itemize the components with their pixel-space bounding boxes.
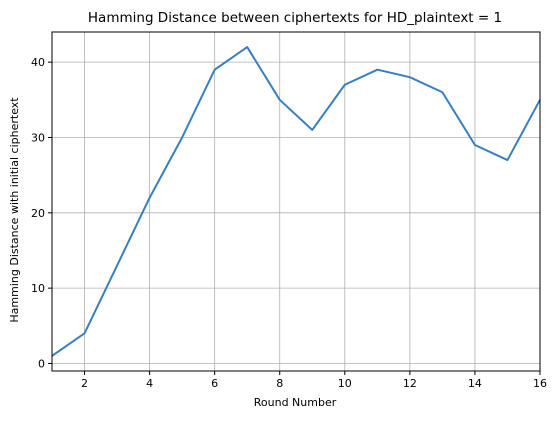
y-tick-label: 0 (38, 357, 45, 370)
x-tick-label: 2 (81, 377, 88, 390)
x-axis-label: Round Number (254, 396, 337, 409)
x-tick-label: 16 (533, 377, 547, 390)
x-tick-label: 4 (146, 377, 153, 390)
y-tick-label: 30 (31, 131, 45, 144)
x-tick-label: 8 (276, 377, 283, 390)
x-tick-label: 14 (468, 377, 482, 390)
y-axis-label: Hamming Distance with initial ciphertext (8, 97, 21, 323)
series-line (51, 46, 541, 357)
ticks: 2 4 6 8 10 12 14 16 0 10 20 30 40 (31, 56, 547, 390)
x-tick-label: 12 (403, 377, 417, 390)
grid (52, 32, 541, 371)
y-tick-label: 40 (31, 56, 45, 69)
x-tick-label: 10 (338, 377, 352, 390)
plot-frame (51, 31, 541, 372)
y-tick-label: 20 (31, 207, 45, 220)
y-tick-label: 10 (31, 282, 45, 295)
series-layer (51, 46, 541, 357)
chart-title: Hamming Distance between ciphertexts for… (88, 10, 502, 26)
x-tick-label: 6 (211, 377, 218, 390)
